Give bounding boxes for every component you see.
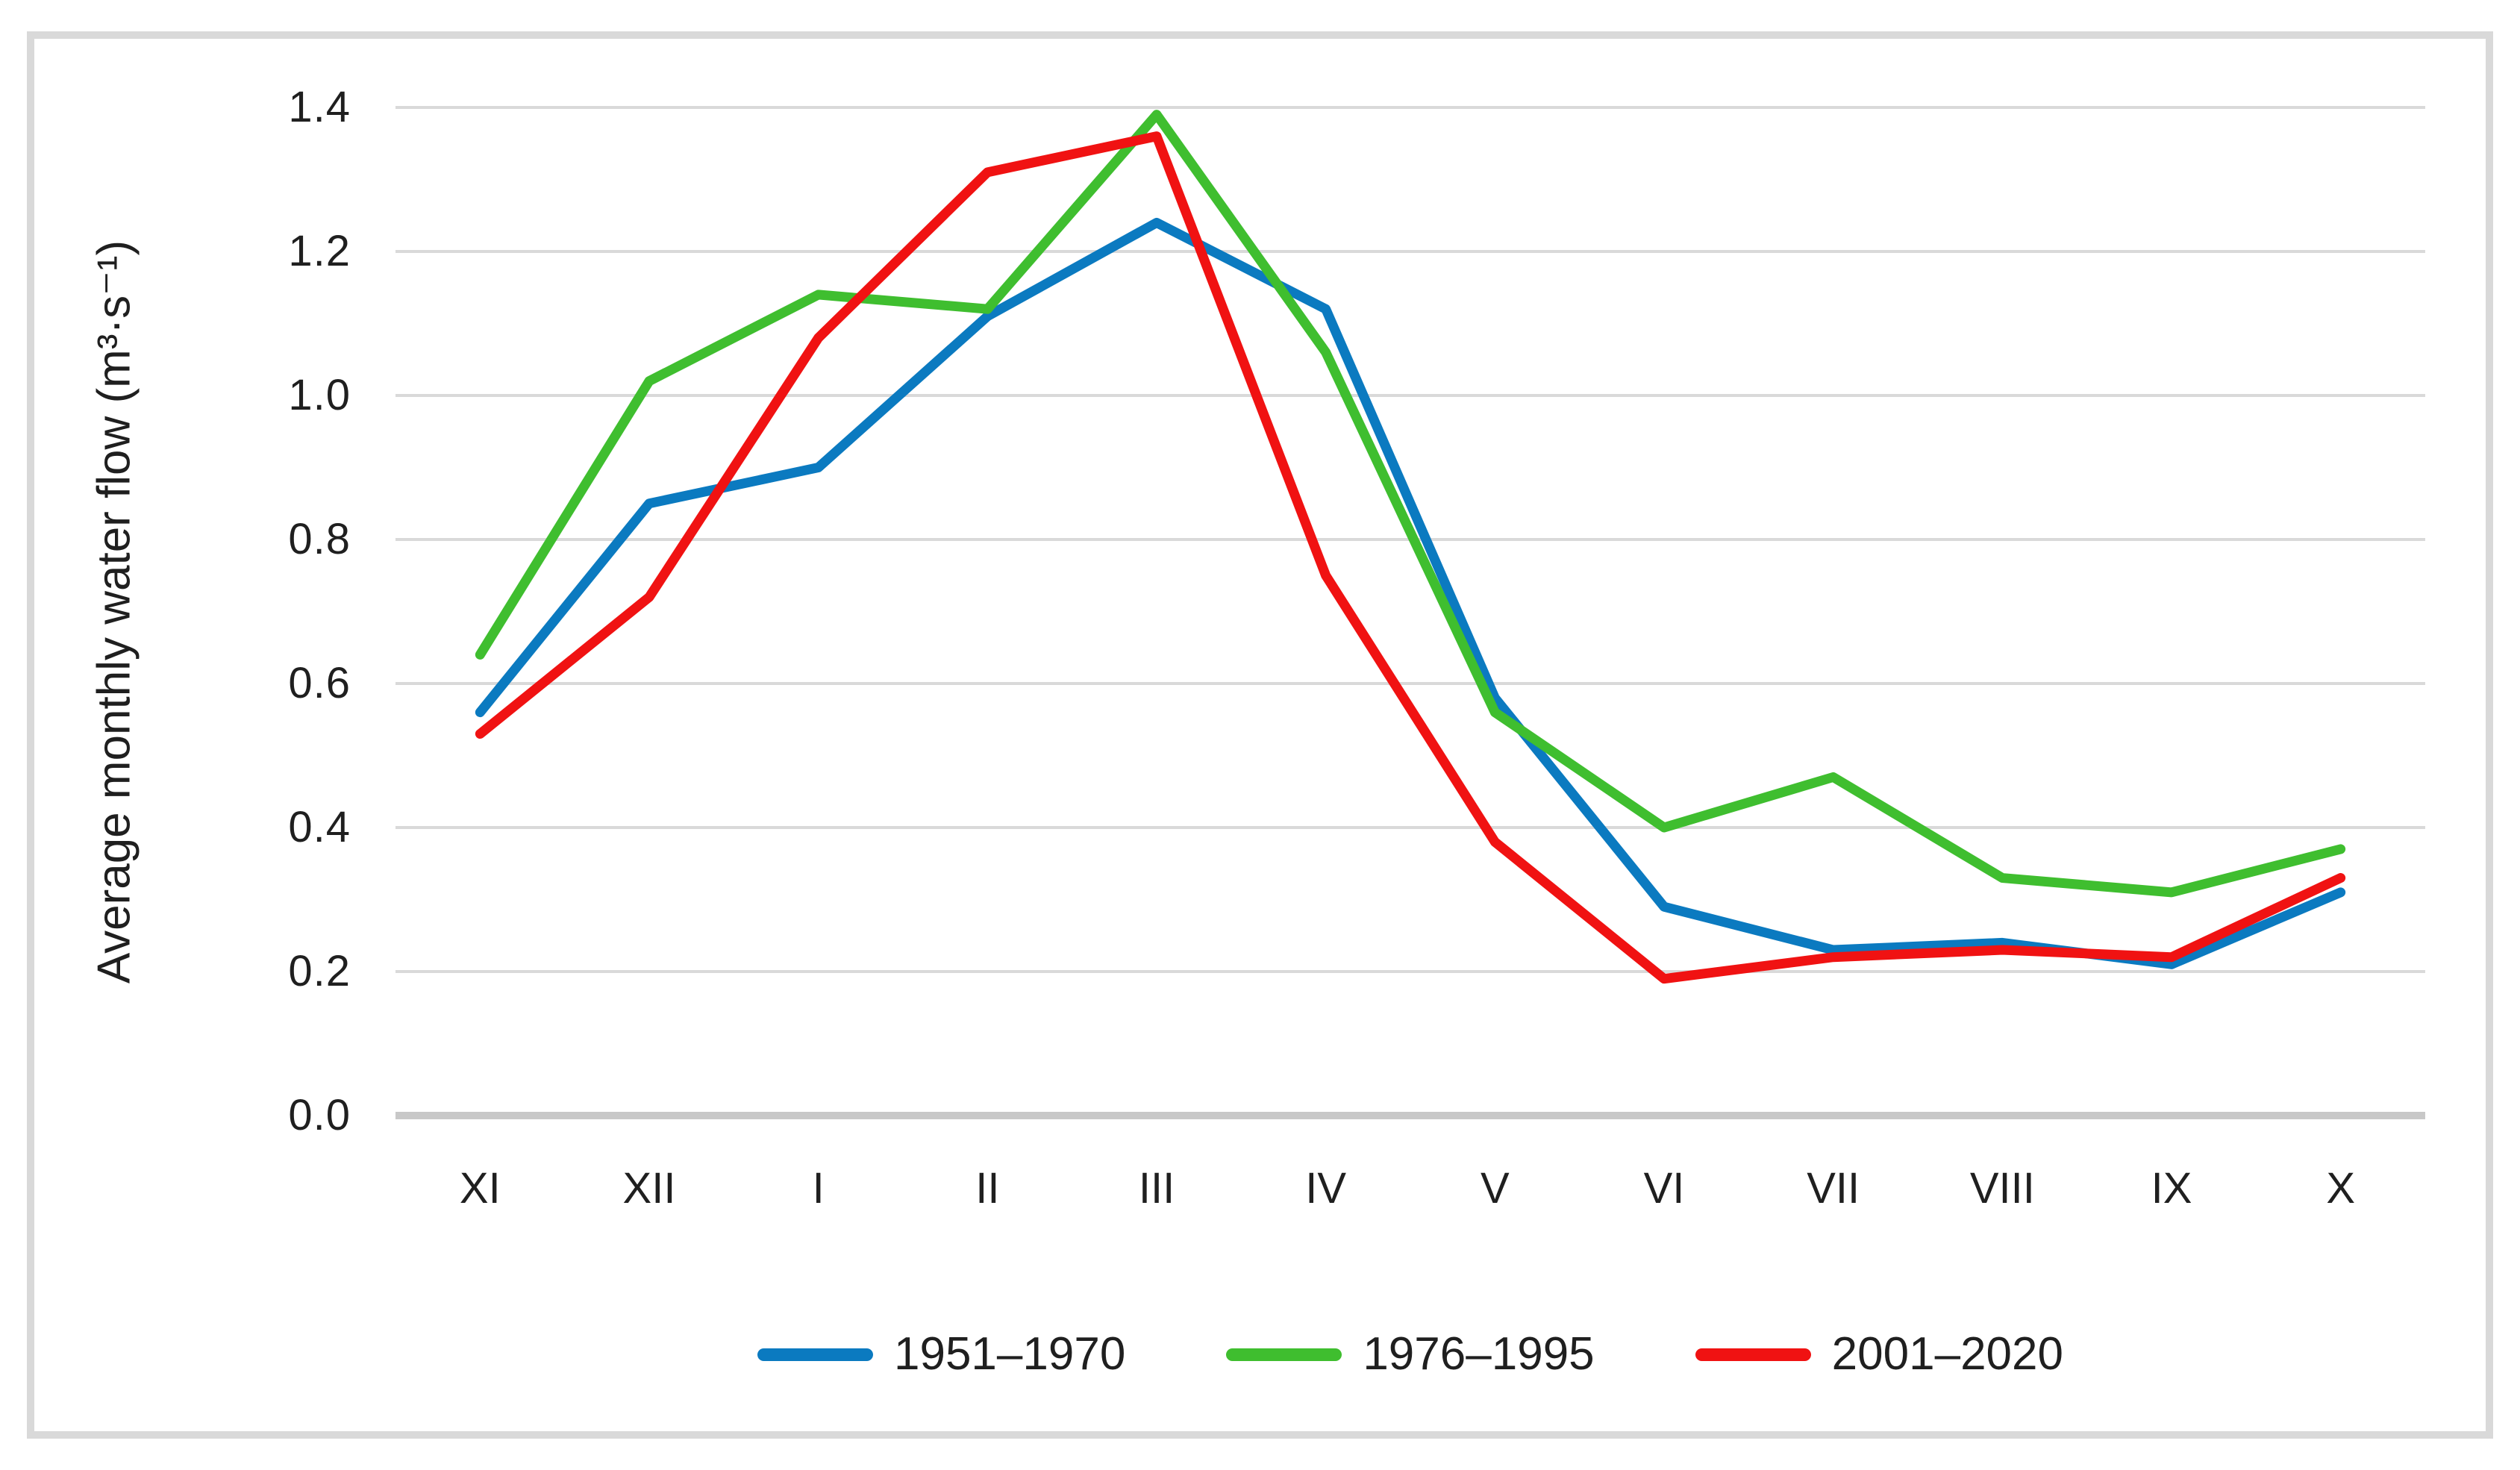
- x-tick-viii: VIII: [1969, 1164, 2035, 1213]
- series-line-1951-1970: [475, 217, 2346, 969]
- series-line-1976-1995: [475, 110, 2346, 898]
- y-tick-1-4: 1.4: [288, 83, 351, 131]
- y-tick-0-0: 0.0: [288, 1091, 351, 1139]
- y-tick-0-4: 0.4: [288, 803, 351, 851]
- gridlines-group: [395, 106, 2425, 1119]
- x-tick-xii: XII: [622, 1164, 676, 1213]
- legend-label-2001-2020: 2001–2020: [1831, 1328, 2064, 1380]
- x-tick-v: V: [1481, 1164, 1510, 1213]
- y-tick-0-8: 0.8: [288, 515, 351, 563]
- y-tick-0-2: 0.2: [288, 947, 351, 995]
- x-tick-x: X: [2326, 1164, 2356, 1213]
- x-tick-vii: VII: [1807, 1164, 1860, 1213]
- x-tick-ii: II: [975, 1164, 1000, 1213]
- y-axis-tick-labels: 1.4 1.2 1.0 0.8 0.6 0.4 0.2 0.0: [112, 84, 351, 1139]
- y-tick-0-6: 0.6: [288, 659, 351, 707]
- legend-label-1951-1970: 1951–1970: [893, 1328, 1126, 1380]
- legend: 1951–1970 1976–1995 2001–2020: [395, 1324, 2425, 1384]
- y-tick-1-0: 1.0: [288, 371, 351, 419]
- legend-swatch-green: [1226, 1348, 1342, 1361]
- x-tick-iii: III: [1138, 1164, 1175, 1213]
- legend-item-1951-1970: 1951–1970: [757, 1324, 1125, 1384]
- x-tick-i: I: [812, 1164, 825, 1213]
- x-tick-ix: IX: [2151, 1164, 2192, 1213]
- legend-item-2001-2020: 2001–2020: [1695, 1324, 2063, 1384]
- x-tick-xi: XI: [459, 1164, 501, 1213]
- legend-swatch-blue: [757, 1348, 873, 1361]
- x-tick-iv: IV: [1305, 1164, 1347, 1213]
- x-axis-tick-labels: XI XII I II III IV V VI VII VIII IX X: [395, 1159, 2425, 1219]
- legend-label-1976-1995: 1976–1995: [1363, 1328, 1595, 1380]
- y-tick-1-2: 1.2: [288, 227, 351, 275]
- series-line-2001-2020: [475, 131, 2346, 984]
- x-tick-vi: VI: [1643, 1164, 1685, 1213]
- legend-swatch-red: [1695, 1348, 1811, 1361]
- legend-item-1976-1995: 1976–1995: [1226, 1324, 1595, 1384]
